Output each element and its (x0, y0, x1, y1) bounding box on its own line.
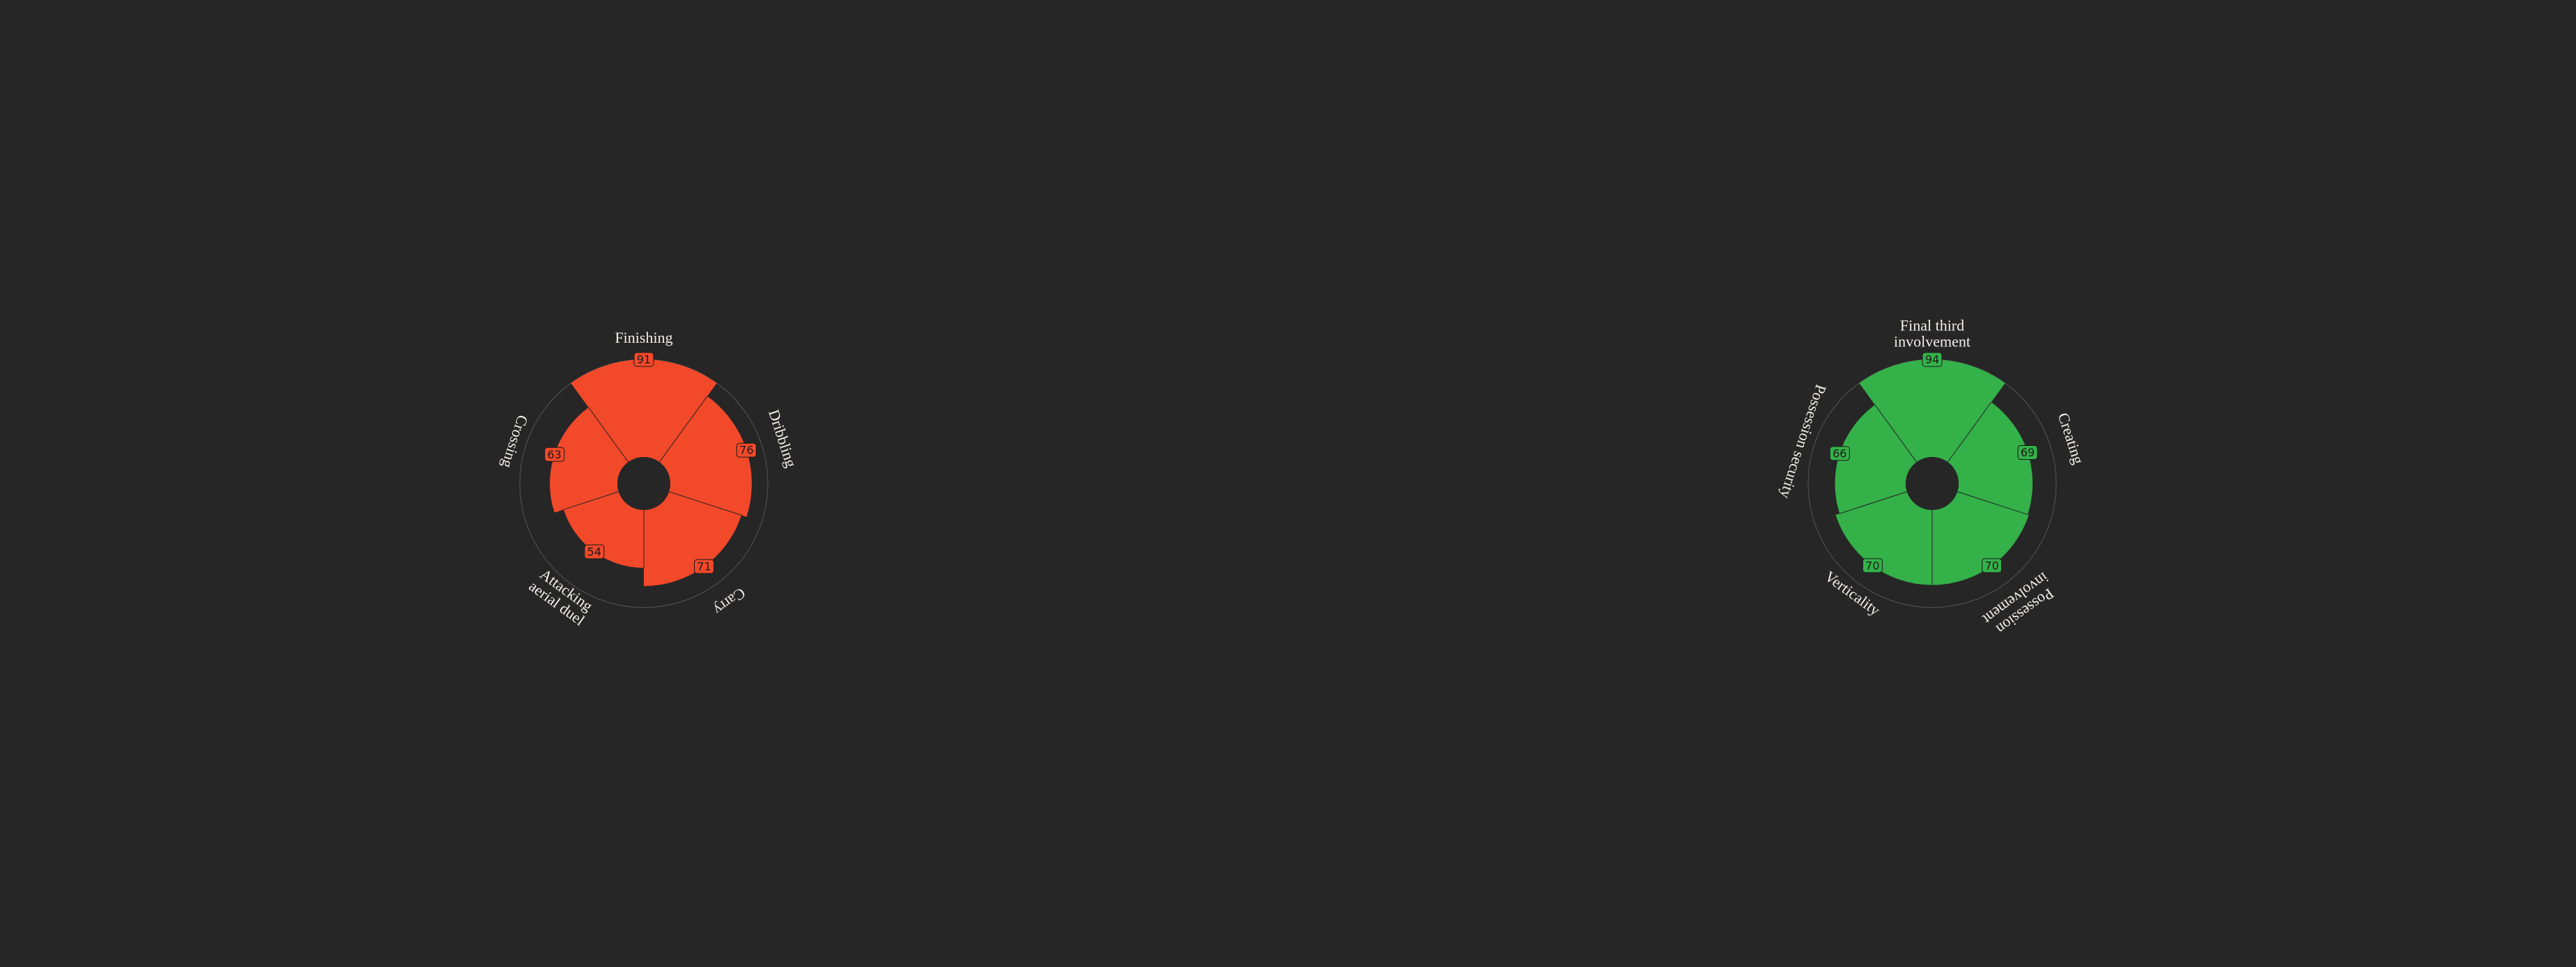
hub (1906, 457, 1959, 510)
hub (617, 457, 670, 510)
value-text: 94 (1925, 353, 1939, 366)
value-text: 63 (548, 448, 562, 461)
category-label: Possession security (1777, 382, 1830, 501)
category-label: Crossing (498, 413, 532, 470)
category-label: Possessioninvolvement (1980, 569, 2061, 642)
category-label: Finishing (615, 329, 673, 346)
value-text: 91 (637, 353, 651, 366)
radial-chart-right: 94 69 70 70 66 Final thirdinvolvement Creating… (1737, 288, 2127, 679)
category-label: Attackingaerial duel (526, 564, 598, 629)
value-text: 76 (739, 444, 753, 457)
value-text: 69 (2021, 446, 2035, 459)
category-label: Creating (2054, 410, 2087, 466)
value-text: 70 (1984, 559, 1998, 572)
radial-chart-left: 91 76 71 54 63 Finishing Dribbling Carry Attacki… (449, 288, 839, 679)
value-text: 66 (1833, 447, 1846, 460)
category-label: Carry (711, 585, 749, 619)
category-label: Final thirdinvolvement (1894, 316, 1970, 350)
stage: 91 76 71 54 63 Finishing Dribbling Carry Attacki… (0, 0, 2576, 967)
value-text: 70 (1865, 559, 1879, 572)
value-text: 54 (587, 545, 601, 558)
category-label: Dribbling (765, 408, 800, 470)
value-text: 71 (697, 560, 711, 573)
